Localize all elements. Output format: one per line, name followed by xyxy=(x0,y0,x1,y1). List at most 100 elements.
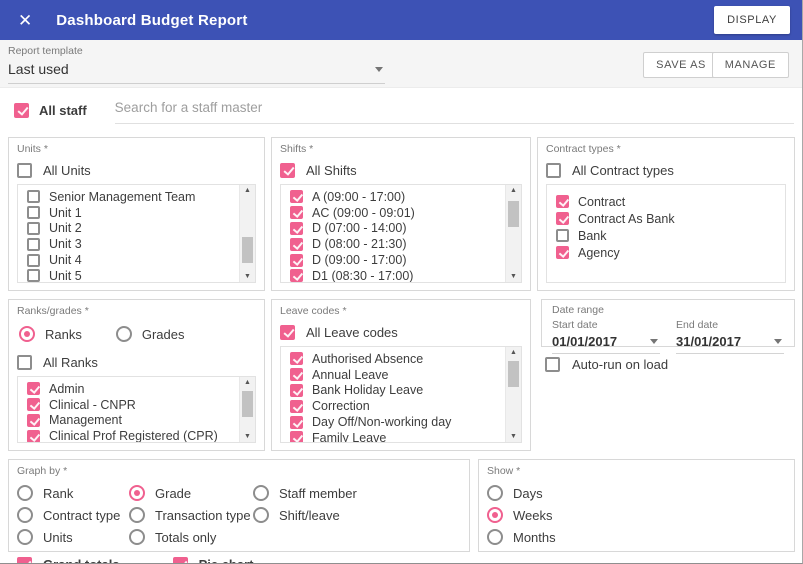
start-date-field[interactable]: Start date 01/01/2017 xyxy=(552,319,660,354)
report-template-select[interactable]: Report template Last used xyxy=(8,45,385,84)
display-button[interactable]: DISPLAY xyxy=(714,6,790,34)
checkbox[interactable] xyxy=(17,557,32,563)
checkbox[interactable] xyxy=(290,190,303,204)
radio-option[interactable]: Days xyxy=(487,483,786,503)
scrollbar-thumb[interactable] xyxy=(242,237,253,263)
list-item[interactable]: Unit 1 xyxy=(27,205,237,221)
scrollbar-thumb[interactable] xyxy=(508,201,519,227)
checkbox-option[interactable]: Grand totals xyxy=(17,557,120,563)
all-shifts-row[interactable]: All Shifts xyxy=(280,158,522,182)
list-item[interactable]: Agency xyxy=(556,244,767,261)
radio-option[interactable]: Weeks xyxy=(487,505,786,525)
list-item[interactable]: D (09:00 - 17:00) xyxy=(290,252,503,268)
radio-option[interactable]: Ranks xyxy=(19,324,82,344)
scrollbar[interactable] xyxy=(239,377,255,442)
scrollbar-thumb[interactable] xyxy=(508,361,519,387)
checkbox[interactable] xyxy=(556,246,569,259)
radio-button[interactable] xyxy=(129,529,145,545)
checkbox[interactable] xyxy=(27,398,40,412)
checkbox[interactable] xyxy=(290,415,303,429)
checkbox[interactable] xyxy=(27,269,40,282)
radio-button[interactable] xyxy=(487,529,503,545)
list-item[interactable]: Unit 3 xyxy=(27,236,237,252)
list-item[interactable]: Unit 2 xyxy=(27,221,237,237)
checkbox[interactable] xyxy=(27,221,40,235)
all-leave-codes-row[interactable]: All Leave codes xyxy=(280,320,522,344)
radio-button[interactable] xyxy=(129,485,145,501)
radio-button[interactable] xyxy=(17,485,33,501)
all-units-checkbox[interactable] xyxy=(17,162,32,178)
all-ranks-row[interactable]: All Ranks xyxy=(17,350,256,374)
checkbox[interactable] xyxy=(290,352,303,366)
list-item[interactable]: D (08:00 - 21:30) xyxy=(290,236,503,252)
autorun-checkbox[interactable] xyxy=(545,357,560,372)
radio-option[interactable]: Shift/leave xyxy=(253,505,461,525)
list-item[interactable]: Contract xyxy=(556,193,767,210)
radio-button[interactable] xyxy=(115,326,132,342)
radio-option[interactable]: Rank xyxy=(17,483,129,503)
radio-option[interactable]: Staff member xyxy=(253,483,461,503)
scrollbar[interactable] xyxy=(505,185,521,282)
list-item[interactable]: Clinical Prof Registered (CPR) xyxy=(27,428,237,442)
radio-option[interactable]: Totals only xyxy=(129,527,253,547)
radio-option[interactable]: Grade xyxy=(129,483,253,503)
list-item[interactable]: A (09:00 - 17:00) xyxy=(290,189,503,205)
list-item[interactable]: Authorised Absence xyxy=(290,351,503,367)
checkbox[interactable] xyxy=(27,382,40,396)
checkbox[interactable] xyxy=(556,229,569,242)
list-item[interactable]: Senior Management Team xyxy=(27,189,237,205)
radio-button[interactable] xyxy=(487,485,503,501)
checkbox[interactable] xyxy=(27,413,40,427)
autorun-row[interactable]: Auto-run on load xyxy=(545,357,668,372)
checkbox[interactable] xyxy=(290,206,303,220)
radio-option[interactable]: Months xyxy=(487,527,786,547)
scrollbar-thumb[interactable] xyxy=(242,391,253,417)
radio-button[interactable] xyxy=(19,326,35,342)
list-item[interactable]: Correction xyxy=(290,398,503,414)
all-shifts-checkbox[interactable] xyxy=(280,162,295,178)
end-date-field[interactable]: End date 31/01/2017 xyxy=(676,319,784,354)
checkbox[interactable] xyxy=(290,221,303,235)
checkbox[interactable] xyxy=(290,383,303,397)
checkbox[interactable] xyxy=(172,557,188,563)
all-contract-types-checkbox[interactable] xyxy=(546,162,561,178)
list-item[interactable]: Management xyxy=(27,413,237,429)
manage-button[interactable]: MANAGE xyxy=(711,52,789,78)
list-item[interactable]: Bank xyxy=(556,227,767,244)
radio-button[interactable] xyxy=(487,507,503,523)
radio-option[interactable]: Transaction type xyxy=(129,505,253,525)
list-item[interactable]: Contract As Bank xyxy=(556,210,767,227)
checkbox[interactable] xyxy=(27,253,40,267)
list-item[interactable]: Unit 4 xyxy=(27,252,237,268)
list-item[interactable]: Day Off/Non-working day xyxy=(290,414,503,430)
checkbox[interactable] xyxy=(27,190,40,204)
scrollbar[interactable] xyxy=(505,347,521,442)
checkbox[interactable] xyxy=(290,269,303,282)
radio-button[interactable] xyxy=(253,485,269,501)
radio-option[interactable]: Contract type xyxy=(17,505,129,525)
all-leave-codes-checkbox[interactable] xyxy=(280,324,295,340)
radio-button[interactable] xyxy=(17,529,33,545)
all-contract-types-row[interactable]: All Contract types xyxy=(546,158,786,182)
checkbox[interactable] xyxy=(27,429,40,442)
checkbox[interactable] xyxy=(290,368,303,382)
checkbox-option[interactable]: Pie chart xyxy=(172,557,254,563)
list-item[interactable]: Family Leave xyxy=(290,430,503,442)
list-item[interactable]: Unit 5 xyxy=(27,268,237,282)
checkbox[interactable] xyxy=(556,212,569,225)
list-item[interactable]: Annual Leave xyxy=(290,367,503,383)
close-icon[interactable]: ✕ xyxy=(18,10,33,30)
list-item[interactable]: Bank Holiday Leave xyxy=(290,383,503,399)
radio-option[interactable]: Grades xyxy=(115,324,185,344)
radio-button[interactable] xyxy=(129,507,145,523)
save-as-button[interactable]: SAVE AS xyxy=(643,52,719,78)
checkbox[interactable] xyxy=(290,237,303,251)
staff-search-input[interactable] xyxy=(114,96,794,123)
radio-button[interactable] xyxy=(253,507,269,523)
checkbox[interactable] xyxy=(290,431,303,442)
all-ranks-checkbox[interactable] xyxy=(17,354,32,370)
checkbox[interactable] xyxy=(290,399,303,413)
list-item[interactable]: Clinical - CNPR xyxy=(27,397,237,413)
list-item[interactable]: D1 (08:30 - 17:00) xyxy=(290,268,503,282)
checkbox[interactable] xyxy=(556,195,569,208)
